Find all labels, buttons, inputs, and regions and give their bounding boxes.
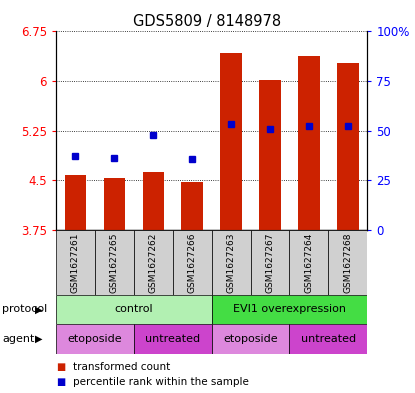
Bar xyxy=(173,230,212,295)
Bar xyxy=(56,324,134,354)
Text: GDS5809 / 8148978: GDS5809 / 8148978 xyxy=(134,14,281,29)
Bar xyxy=(134,324,212,354)
Text: ■: ■ xyxy=(56,377,65,387)
Bar xyxy=(143,172,164,230)
Bar xyxy=(212,230,251,295)
Bar xyxy=(134,230,173,295)
Bar xyxy=(181,182,203,230)
Text: untreated: untreated xyxy=(145,334,200,344)
Bar xyxy=(212,295,367,324)
Text: EVI1 overexpression: EVI1 overexpression xyxy=(233,305,346,314)
Bar xyxy=(290,324,367,354)
Text: GSM1627265: GSM1627265 xyxy=(110,232,119,292)
Text: GSM1627263: GSM1627263 xyxy=(227,232,236,292)
Bar xyxy=(337,62,359,230)
Bar xyxy=(290,230,328,295)
Text: agent: agent xyxy=(2,334,34,344)
Text: untreated: untreated xyxy=(301,334,356,344)
Text: GSM1627266: GSM1627266 xyxy=(188,232,197,292)
Bar xyxy=(56,230,95,295)
Text: GSM1627264: GSM1627264 xyxy=(305,232,313,292)
Bar xyxy=(328,230,367,295)
Text: percentile rank within the sample: percentile rank within the sample xyxy=(73,377,249,387)
Bar xyxy=(56,295,212,324)
Text: protocol: protocol xyxy=(2,304,47,314)
Text: transformed count: transformed count xyxy=(73,362,170,373)
Text: GSM1627262: GSM1627262 xyxy=(149,232,158,292)
Text: ■: ■ xyxy=(56,362,65,373)
Text: GSM1627268: GSM1627268 xyxy=(343,232,352,292)
Text: GSM1627267: GSM1627267 xyxy=(266,232,274,292)
Bar xyxy=(95,230,134,295)
Bar xyxy=(298,56,320,230)
Text: ▶: ▶ xyxy=(35,304,43,314)
Text: etoposide: etoposide xyxy=(68,334,122,344)
Text: control: control xyxy=(115,305,153,314)
Bar xyxy=(259,80,281,230)
Bar xyxy=(251,230,289,295)
Text: GSM1627261: GSM1627261 xyxy=(71,232,80,292)
Bar xyxy=(220,53,242,230)
Text: ▶: ▶ xyxy=(35,334,43,344)
Bar xyxy=(212,324,289,354)
Bar xyxy=(65,175,86,230)
Bar xyxy=(104,178,125,230)
Text: etoposide: etoposide xyxy=(223,334,278,344)
